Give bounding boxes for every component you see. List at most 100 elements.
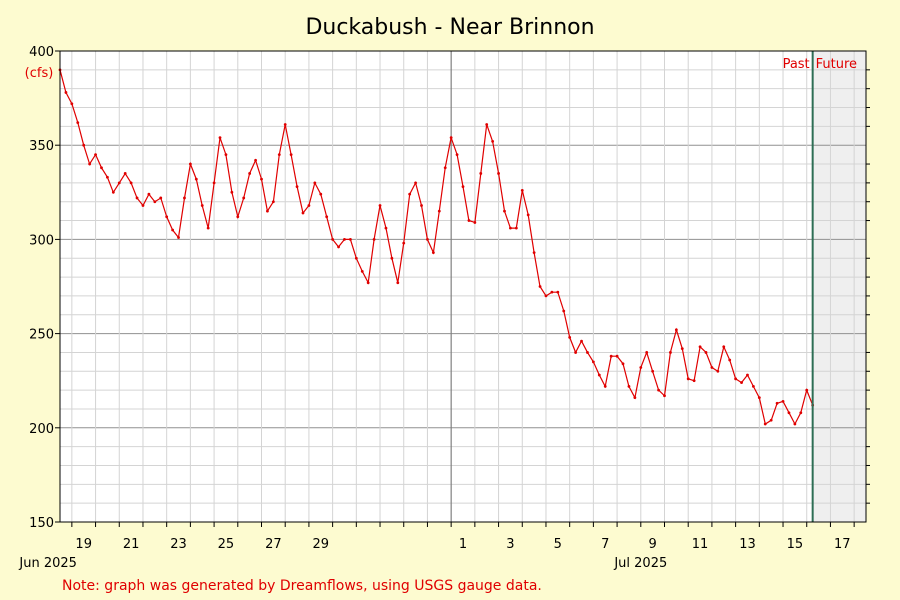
data-point bbox=[603, 384, 607, 388]
data-point bbox=[722, 345, 726, 349]
data-point bbox=[325, 215, 329, 219]
data-point bbox=[710, 366, 714, 369]
data-point bbox=[621, 362, 625, 366]
past-label: Past bbox=[783, 57, 810, 72]
data-point bbox=[503, 209, 506, 213]
series-line bbox=[59, 69, 814, 426]
data-point bbox=[372, 238, 376, 241]
data-point bbox=[514, 226, 518, 230]
data-point bbox=[509, 226, 512, 230]
data-point bbox=[674, 328, 678, 332]
data-point bbox=[230, 190, 234, 194]
data-point bbox=[313, 181, 317, 185]
data-point bbox=[562, 309, 566, 313]
data-point bbox=[591, 360, 595, 364]
data-point bbox=[526, 213, 530, 217]
x-tick-label: 1 bbox=[459, 537, 467, 552]
data-point bbox=[657, 388, 660, 392]
data-point bbox=[165, 215, 169, 219]
data-point bbox=[248, 172, 252, 175]
x-tick-label: 9 bbox=[649, 537, 657, 552]
plot-frame bbox=[59, 50, 867, 523]
data-point bbox=[283, 123, 287, 126]
x-tick-label: 21 bbox=[123, 537, 140, 552]
data-point bbox=[532, 251, 536, 254]
data-point bbox=[479, 172, 483, 175]
y-tick-label: 150 bbox=[29, 516, 54, 531]
x-month-label: Jun 2025 bbox=[18, 556, 77, 571]
x-tick-label: 19 bbox=[75, 537, 92, 552]
data-point bbox=[159, 196, 163, 200]
data-point bbox=[224, 153, 228, 157]
x-tick-label: 11 bbox=[692, 537, 709, 552]
data-point bbox=[763, 422, 767, 426]
data-point bbox=[171, 228, 175, 232]
data-point bbox=[307, 204, 311, 207]
data-point bbox=[775, 401, 779, 405]
data-point bbox=[639, 366, 643, 369]
y-tick-label: 300 bbox=[29, 233, 54, 248]
footnote: Note: graph was generated by Dreamflows,… bbox=[62, 578, 542, 594]
data-point bbox=[669, 351, 672, 354]
data-point bbox=[188, 162, 192, 166]
y-tick-label: 400 bbox=[29, 45, 54, 60]
data-point bbox=[645, 351, 649, 354]
data-point bbox=[698, 345, 702, 349]
data-point bbox=[331, 238, 335, 241]
x-tick-label: 3 bbox=[506, 537, 514, 552]
x-tick-label: 17 bbox=[834, 537, 851, 552]
data-point bbox=[414, 181, 417, 185]
data-point bbox=[271, 200, 275, 204]
data-point bbox=[277, 153, 281, 157]
data-point bbox=[254, 158, 257, 162]
data-point bbox=[289, 153, 293, 157]
data-point bbox=[805, 388, 809, 392]
data-point bbox=[485, 123, 489, 126]
data-point bbox=[153, 200, 157, 204]
plot-area: Past Future bbox=[58, 50, 866, 523]
data-point bbox=[686, 377, 690, 381]
data-point bbox=[793, 422, 797, 426]
data-point bbox=[366, 281, 370, 285]
data-point bbox=[378, 204, 382, 207]
data-point bbox=[200, 204, 204, 207]
data-point bbox=[183, 196, 186, 200]
data-point bbox=[520, 189, 524, 192]
y-units-label: (cfs) bbox=[25, 66, 54, 81]
data-point bbox=[177, 236, 180, 239]
data-point bbox=[337, 245, 340, 249]
data-point bbox=[746, 373, 749, 377]
x-tick-label: 27 bbox=[265, 537, 282, 552]
data-point bbox=[799, 411, 803, 415]
data-point bbox=[663, 394, 666, 398]
data-point bbox=[260, 177, 263, 181]
data-point bbox=[757, 396, 761, 400]
data-point bbox=[100, 166, 103, 170]
data-point bbox=[751, 384, 755, 388]
data-point bbox=[218, 136, 222, 140]
data-point bbox=[141, 204, 145, 207]
data-point bbox=[586, 351, 589, 354]
data-point bbox=[728, 358, 732, 362]
data-point bbox=[396, 281, 400, 285]
x-tick-label: 29 bbox=[312, 537, 329, 552]
data-point bbox=[431, 251, 435, 254]
data-point bbox=[680, 347, 684, 351]
data-point bbox=[568, 335, 572, 339]
x-tick-label: 13 bbox=[739, 537, 756, 552]
data-point bbox=[106, 175, 109, 179]
data-point bbox=[402, 241, 406, 245]
x-tick-label: 23 bbox=[170, 537, 187, 552]
data-point bbox=[242, 196, 246, 200]
future-label: Future bbox=[816, 57, 857, 72]
data-point bbox=[348, 238, 352, 241]
data-point bbox=[266, 209, 269, 213]
data-point bbox=[716, 369, 720, 373]
data-point bbox=[76, 121, 80, 124]
data-point bbox=[408, 192, 412, 196]
data-point bbox=[544, 294, 548, 298]
x-month-label: Jul 2025 bbox=[613, 556, 667, 571]
data-point bbox=[455, 153, 459, 157]
data-point bbox=[123, 172, 127, 175]
